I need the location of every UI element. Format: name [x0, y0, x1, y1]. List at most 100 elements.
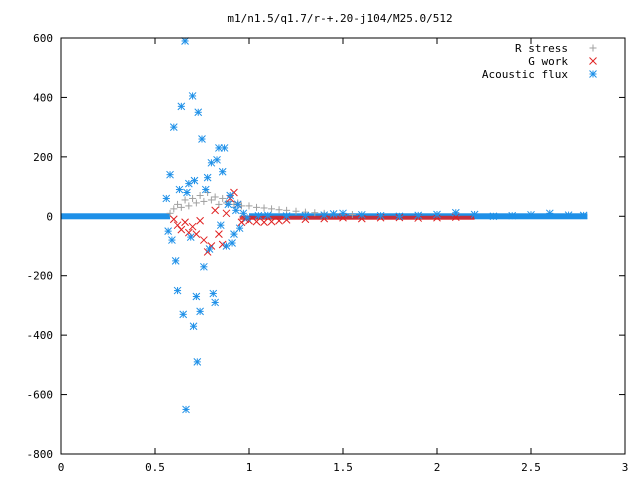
acoustic-flux-baseline-band [61, 213, 171, 220]
data-point [224, 200, 233, 209]
marker-stroke [194, 108, 203, 117]
marker-stroke [173, 286, 182, 295]
data-point [263, 211, 272, 220]
marker-stroke [282, 212, 291, 220]
marker-stroke [192, 230, 201, 238]
data-point [179, 310, 188, 319]
data-point [203, 173, 212, 182]
data-point [168, 236, 176, 244]
data-point [181, 218, 189, 227]
marker-stroke [190, 176, 199, 185]
marker-stroke [184, 179, 193, 188]
data-point [215, 200, 223, 208]
legend-marker [589, 70, 597, 78]
marker-stroke [196, 216, 204, 225]
data-point [207, 158, 216, 167]
data-point [320, 214, 329, 223]
marker-stroke [216, 221, 225, 230]
marker-stroke [200, 236, 208, 244]
data-point [230, 188, 238, 197]
data-point [220, 144, 229, 152]
marker-stroke [395, 212, 404, 221]
data-point [183, 188, 191, 197]
marker-stroke [173, 221, 182, 230]
marker-stroke [222, 209, 231, 218]
marker-stroke [169, 215, 178, 224]
data-point [194, 108, 203, 117]
data-point [200, 236, 208, 244]
marker-stroke [451, 208, 460, 217]
y-tick-label: 0 [46, 210, 53, 223]
data-point [186, 233, 195, 241]
data-point [164, 227, 173, 235]
y-tick-label: 200 [33, 151, 53, 164]
data-point [198, 135, 206, 143]
data-point [233, 200, 242, 209]
data-point [237, 218, 246, 227]
data-point [395, 212, 404, 221]
marker-stroke [162, 194, 171, 203]
x-tick-label: 2 [434, 461, 441, 474]
data-point [348, 211, 356, 219]
marker-stroke [177, 225, 186, 234]
data-point [193, 358, 202, 366]
data-point [205, 245, 214, 253]
series-r-stress [166, 189, 356, 219]
data-point [207, 196, 215, 204]
marker-stroke [357, 210, 366, 219]
marker-stroke [188, 92, 197, 100]
data-point [216, 221, 225, 230]
data-point [192, 292, 201, 301]
data-point [579, 211, 588, 220]
data-point [215, 230, 223, 238]
marker-stroke [589, 70, 597, 78]
data-point [213, 155, 221, 164]
data-point [292, 207, 300, 215]
data-point [245, 202, 253, 210]
data-point [311, 209, 319, 217]
marker-stroke [301, 215, 310, 224]
marker-stroke [231, 206, 240, 215]
series-acoustic-flux [162, 37, 588, 414]
y-tick-label: 400 [33, 91, 53, 104]
data-point [190, 176, 199, 185]
marker-stroke [282, 215, 291, 224]
y-tick-label: -200 [27, 270, 54, 283]
marker-stroke [527, 210, 535, 219]
marker-stroke [252, 217, 261, 226]
y-tick-label: 600 [33, 32, 53, 45]
data-point [211, 206, 220, 215]
data-point [182, 405, 190, 414]
data-point [196, 216, 204, 225]
marker-stroke [589, 57, 597, 65]
data-point [166, 209, 174, 217]
marker-stroke [579, 211, 588, 220]
marker-stroke [207, 158, 216, 167]
marker-stroke [168, 236, 176, 244]
marker-stroke [243, 213, 251, 222]
data-point [226, 191, 235, 200]
marker-stroke [320, 211, 329, 219]
marker-stroke [220, 144, 229, 152]
marker-stroke [301, 211, 310, 220]
data-point [222, 209, 231, 218]
y-tick-label: -400 [27, 329, 54, 342]
data-point [185, 202, 193, 210]
marker-stroke [376, 211, 385, 220]
data-point [169, 123, 178, 131]
y-tick-label: -800 [27, 448, 54, 461]
marker-stroke [263, 211, 272, 220]
data-point [433, 210, 441, 219]
data-point [201, 185, 210, 194]
marker-stroke [169, 123, 178, 131]
marker-stroke [508, 211, 517, 220]
marker-stroke [267, 217, 276, 226]
g-work-baseline-band [239, 215, 475, 220]
data-point [196, 191, 204, 199]
x-tick-label: 2.5 [521, 461, 541, 474]
data-point [545, 209, 554, 218]
data-point [173, 286, 182, 295]
marker-stroke [198, 135, 206, 143]
